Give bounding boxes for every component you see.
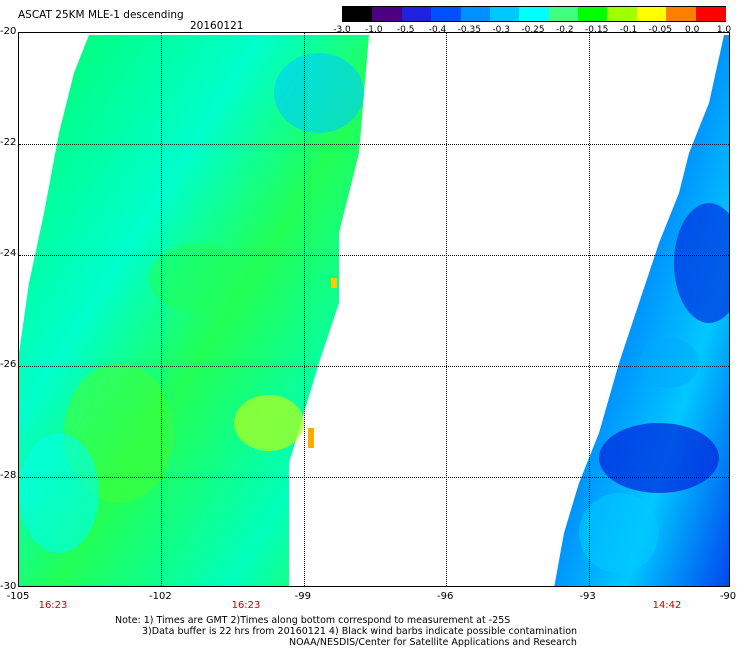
colorbar-segment bbox=[401, 7, 433, 21]
colorbar-label: -1.0 bbox=[365, 25, 383, 35]
time-label: 16:23 bbox=[231, 600, 261, 611]
colorbar-segment bbox=[489, 7, 521, 21]
colorbar-segment bbox=[431, 7, 462, 21]
colorbar-label: -0.5 bbox=[396, 25, 415, 35]
latitude-label: -24 bbox=[0, 248, 17, 259]
colorbar-segment bbox=[460, 7, 491, 21]
time-label: 14:42 bbox=[652, 600, 682, 611]
map-plot[interactable] bbox=[18, 32, 730, 587]
gridline-longitude bbox=[161, 33, 163, 586]
colorbar-label: -0.25 bbox=[521, 25, 545, 35]
colorbar-segment bbox=[343, 7, 374, 21]
latitude-label: -22 bbox=[0, 137, 17, 148]
map-title: ASCAT 25KM MLE-1 descending bbox=[18, 9, 184, 21]
longitude-label: -93 bbox=[579, 591, 596, 602]
gridline-latitude bbox=[19, 477, 729, 478]
latitude-label: -26 bbox=[0, 359, 17, 370]
time-label: 16:23 bbox=[38, 600, 68, 611]
latitude-label: -30 bbox=[0, 581, 17, 592]
note-line-3: NOAA/NESDIS/Center for Satellite Applica… bbox=[289, 637, 577, 648]
swath-west bbox=[19, 35, 369, 586]
longitude-label: -102 bbox=[149, 591, 172, 602]
colorbar-segment bbox=[519, 7, 550, 21]
colorbar bbox=[342, 6, 726, 22]
gridline-longitude bbox=[446, 33, 448, 586]
colorbar-label: 1.0 bbox=[716, 25, 732, 35]
colorbar-label: -0.05 bbox=[648, 25, 672, 35]
colorbar-label: -0.35 bbox=[457, 25, 481, 35]
latitude-label: -28 bbox=[0, 470, 17, 481]
gridline-longitude bbox=[588, 33, 590, 586]
colorbar-label: -0.1 bbox=[619, 25, 638, 35]
note-line-2: 3)Data buffer is 22 hrs from 20160121 4)… bbox=[142, 626, 578, 637]
colorbar-segment bbox=[548, 7, 580, 21]
latitude-label: -20 bbox=[0, 26, 17, 37]
colorbar-label: -3.0 bbox=[333, 25, 351, 35]
colorbar-segment bbox=[666, 7, 697, 21]
colorbar-label: -0.15 bbox=[585, 25, 609, 35]
colorbar-segment bbox=[636, 7, 668, 21]
colorbar-label: 0.0 bbox=[684, 25, 700, 35]
colorbar-label: -0.3 bbox=[492, 25, 510, 35]
note-line-1: Note: 1) Times are GMT 2)Times along bot… bbox=[115, 615, 511, 626]
longitude-label: -90 bbox=[719, 591, 737, 602]
gridline-latitude bbox=[19, 366, 729, 367]
longitude-label: -105 bbox=[6, 591, 30, 602]
colorbar-label: -0.2 bbox=[556, 25, 574, 35]
gridline-latitude bbox=[19, 255, 729, 256]
swath-east bbox=[554, 35, 729, 586]
colorbar-segment bbox=[607, 7, 638, 21]
gridline-longitude bbox=[303, 33, 305, 586]
colorbar-segment bbox=[372, 7, 403, 21]
map-date: 20160121 bbox=[190, 20, 244, 32]
colorbar-label: -0.4 bbox=[428, 25, 447, 35]
colorbar-segment bbox=[695, 7, 726, 21]
gridline-latitude bbox=[19, 144, 729, 145]
longitude-label: -96 bbox=[437, 591, 454, 602]
colorbar-segment bbox=[578, 7, 609, 21]
longitude-label: -99 bbox=[294, 591, 311, 602]
